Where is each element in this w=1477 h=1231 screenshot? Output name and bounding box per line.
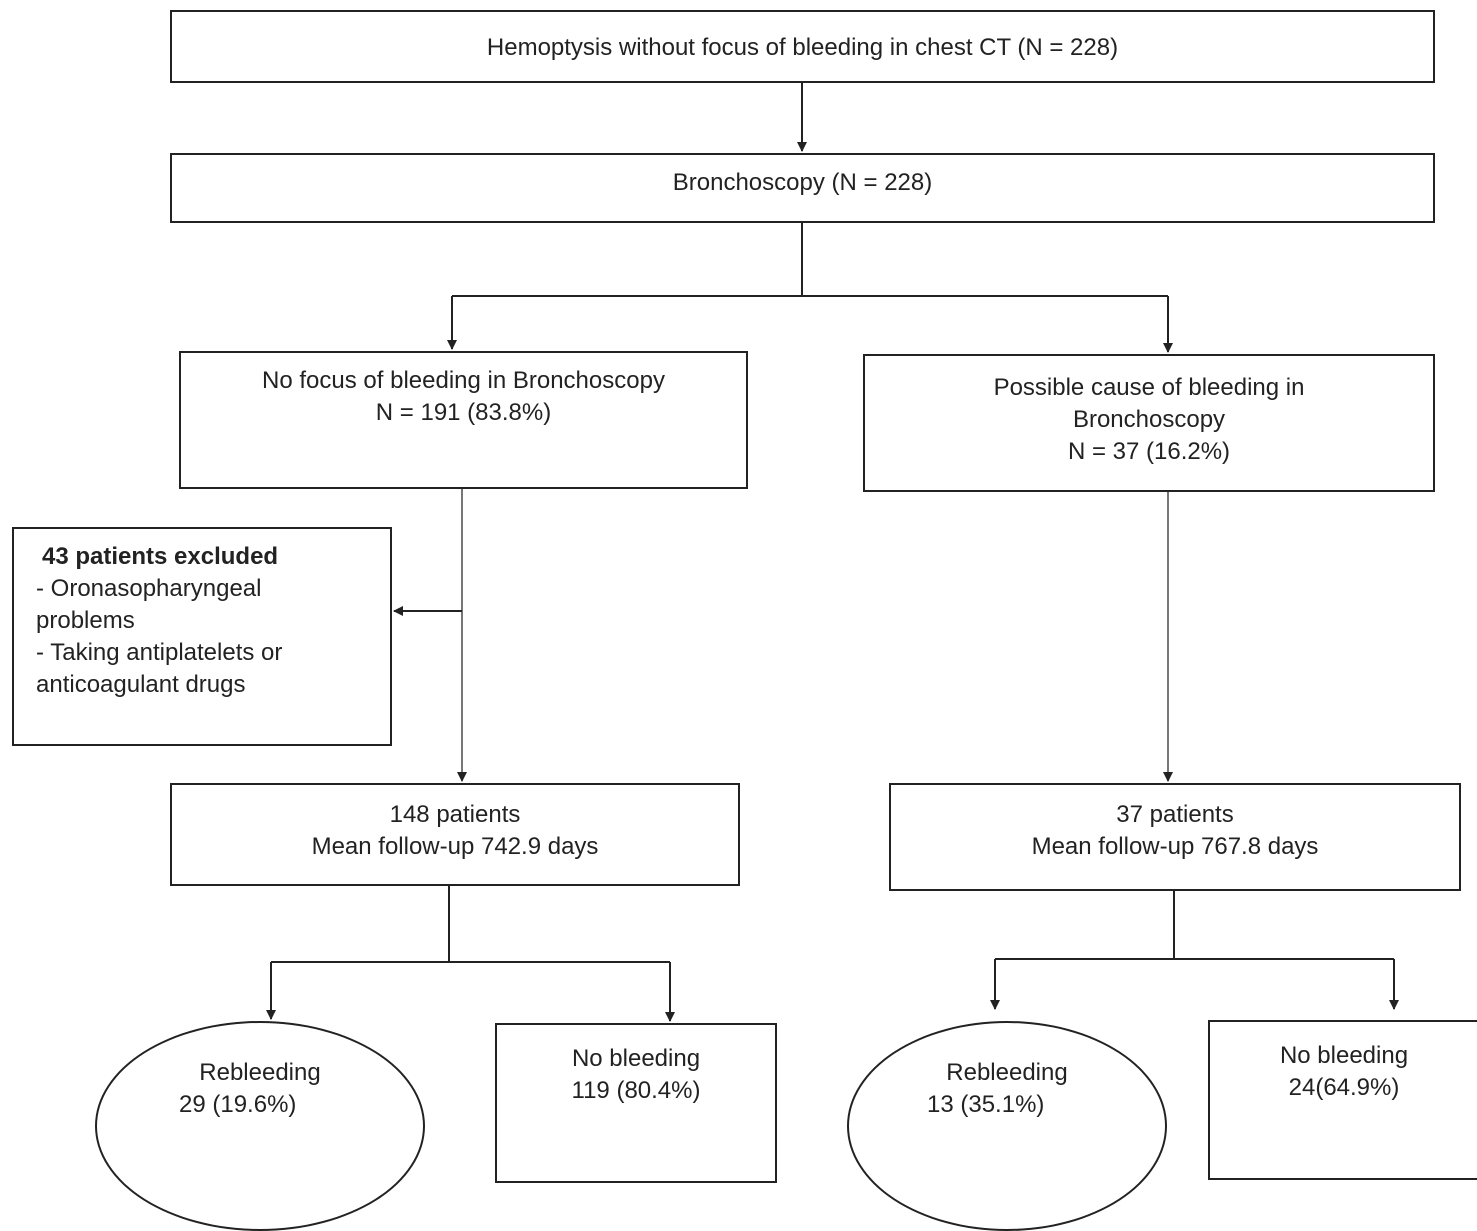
start-node-text: Hemoptysis without focus of bleeding in … — [486, 34, 1119, 61]
excluded-line4: anticoagulant drugs — [36, 671, 246, 698]
right-followup-line1: 37 patients — [1116, 801, 1234, 828]
excluded-line2: problems — [36, 607, 135, 634]
right-rebleeding-line2: 13 (35.1%) — [927, 1091, 1045, 1118]
excluded-line3: - Taking antiplatelets or — [36, 639, 283, 666]
left-no-bleeding-node: No bleeding 119 (80.4%) — [495, 1023, 777, 1183]
right-followup-line2: Mean follow-up 767.8 days — [1031, 833, 1319, 860]
right-followup-node: 37 patients Mean follow-up 767.8 days — [889, 783, 1461, 891]
start-node: Hemoptysis without focus of bleeding in … — [170, 10, 1435, 83]
no-focus-line2: N = 191 (83.8%) — [375, 399, 552, 426]
connectors — [266, 83, 1399, 1022]
right-rebleeding-node: Rebleeding 13 (35.1%) — [847, 1021, 1167, 1231]
connector-right-outcome-split — [995, 891, 1394, 960]
possible-cause-line3: N = 37 (16.2%) — [1067, 438, 1231, 465]
right-no-bleeding-line2: 24(64.9%) — [1288, 1074, 1400, 1101]
bronchoscopy-node-text: Bronchoscopy (N = 228) — [672, 169, 933, 196]
left-rebleeding-line1: Rebleeding — [199, 1059, 321, 1086]
no-focus-line1: No focus of bleeding in Bronchoscopy — [262, 367, 665, 394]
left-followup-line1: 148 patients — [389, 801, 521, 828]
excluded-node: 43 patients excluded - Oronasopharyngeal… — [12, 527, 392, 746]
left-followup-line2: Mean follow-up 742.9 days — [311, 833, 599, 860]
left-followup-node: 148 patients Mean follow-up 742.9 days — [170, 783, 740, 886]
connector-bronchoscopy-split — [452, 223, 1168, 297]
excluded-line1: - Oronasopharyngeal — [36, 575, 262, 602]
bronchoscopy-node: Bronchoscopy (N = 228) — [170, 153, 1435, 223]
excluded-title: 43 patients excluded — [42, 543, 279, 570]
connector-left-outcome-split — [271, 885, 670, 963]
left-no-bleeding-line2: 119 (80.4%) — [571, 1077, 701, 1104]
left-rebleeding-line2: 29 (19.6%) — [179, 1091, 297, 1118]
possible-cause-line2: Bronchoscopy — [1072, 406, 1226, 433]
right-no-bleeding-node: No bleeding 24(64.9%) — [1208, 1020, 1477, 1180]
right-rebleeding-line1: Rebleeding — [946, 1059, 1068, 1086]
left-no-bleeding-line1: No bleeding — [571, 1045, 701, 1072]
possible-cause-line1: Possible cause of bleeding in — [993, 374, 1305, 401]
possible-cause-node: Possible cause of bleeding in Bronchosco… — [863, 354, 1435, 492]
right-no-bleeding-line1: No bleeding — [1279, 1042, 1409, 1069]
no-focus-node: No focus of bleeding in Bronchoscopy N =… — [179, 351, 748, 489]
left-rebleeding-node: Rebleeding 29 (19.6%) — [95, 1021, 425, 1231]
